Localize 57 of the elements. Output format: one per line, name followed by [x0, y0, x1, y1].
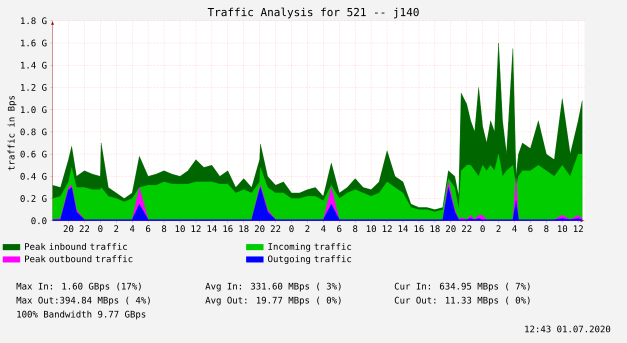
y-tick-label: 1.0 G [21, 106, 46, 114]
y-tick-label: 1.4 G [21, 62, 46, 69]
y-tick-label: 0.0 [31, 217, 46, 224]
x-tick-label: 10 [558, 225, 568, 232]
y-tick-label: 0.6 G [20, 150, 46, 158]
chart-title: Traffic Analysis for 521 -- j140 [208, 8, 419, 18]
y-tick-label: 0.4 G [20, 172, 46, 180]
x-tick-label: 0 [289, 225, 294, 232]
x-tick-label: 14 [398, 225, 408, 232]
x-tick-label: 20 [64, 225, 74, 232]
x-tick-label: 4 [321, 225, 326, 232]
x-tick-label: 2 [114, 225, 118, 232]
y-tick-label: 1.8 G [21, 17, 46, 24]
x-tick-label: 22 [462, 225, 472, 232]
x-tick-label: 4 [130, 225, 134, 232]
x-tick-label: 20 [446, 225, 456, 232]
x-tick-label: 10 [366, 225, 376, 232]
x-tick-label: 0 [480, 225, 485, 232]
legend-label: Outgoing traffic [268, 255, 352, 264]
x-tick-label: 18 [239, 225, 249, 232]
x-tick-label: 12 [574, 225, 583, 232]
x-tick-label: 8 [544, 225, 548, 232]
text: Avg In: 331.60 MBps ( 3%) [205, 282, 341, 292]
x-tick-label: 14 [208, 225, 217, 232]
x-tick-label: 12 [192, 225, 201, 232]
x-tick-label: 16 [223, 225, 233, 232]
x-tick-label: 8 [353, 225, 358, 232]
x-tick-label: 4 [512, 225, 517, 232]
legend-label: Peak inbound traffic [25, 242, 127, 250]
y-tick-label: 1.2 G [21, 84, 46, 91]
text: Cur In: 634.95 MBps ( 7%) [394, 282, 530, 292]
y-tick-label: 0.2 G [20, 195, 46, 202]
x-tick-label: 0 [98, 225, 102, 232]
x-tick-label: 10 [176, 225, 185, 232]
text: Avg Out: 19.77 MBps ( 0%) [205, 296, 341, 306]
x-tick-label: 18 [430, 225, 440, 232]
legend-label: Incoming traffic [268, 242, 352, 252]
y-tick-label: 1.6 G [21, 40, 46, 46]
text: Max In: 1.60 GBps (17%) [16, 282, 141, 292]
legend-label: Peak outbound traffic [25, 255, 132, 262]
x-tick-label: 16 [414, 225, 424, 232]
x-tick-label: 2 [305, 225, 310, 232]
x-tick-label: 6 [528, 225, 533, 232]
text: 100% Bandwidth 9.77 GBps [17, 310, 146, 320]
text: 12:43 01.07.2020 [525, 326, 610, 332]
y-axis-title: traffic in Bps [8, 96, 16, 170]
x-tick-label: 6 [146, 225, 150, 232]
x-tick-label: 6 [337, 225, 342, 232]
x-tick-label: 2 [496, 225, 501, 232]
y-tick-label: 0.8 G [20, 128, 46, 136]
x-tick-label: 20 [254, 225, 264, 232]
x-tick-label: 22 [80, 225, 90, 232]
x-tick-label: 8 [162, 225, 166, 232]
text: Cur Out: 11.33 MBps ( 0%) [394, 296, 530, 306]
x-tick-label: 22 [270, 225, 280, 232]
x-tick-label: 12 [382, 225, 392, 232]
text: Max Out:394.84 MBps ( 4%) [16, 296, 150, 306]
